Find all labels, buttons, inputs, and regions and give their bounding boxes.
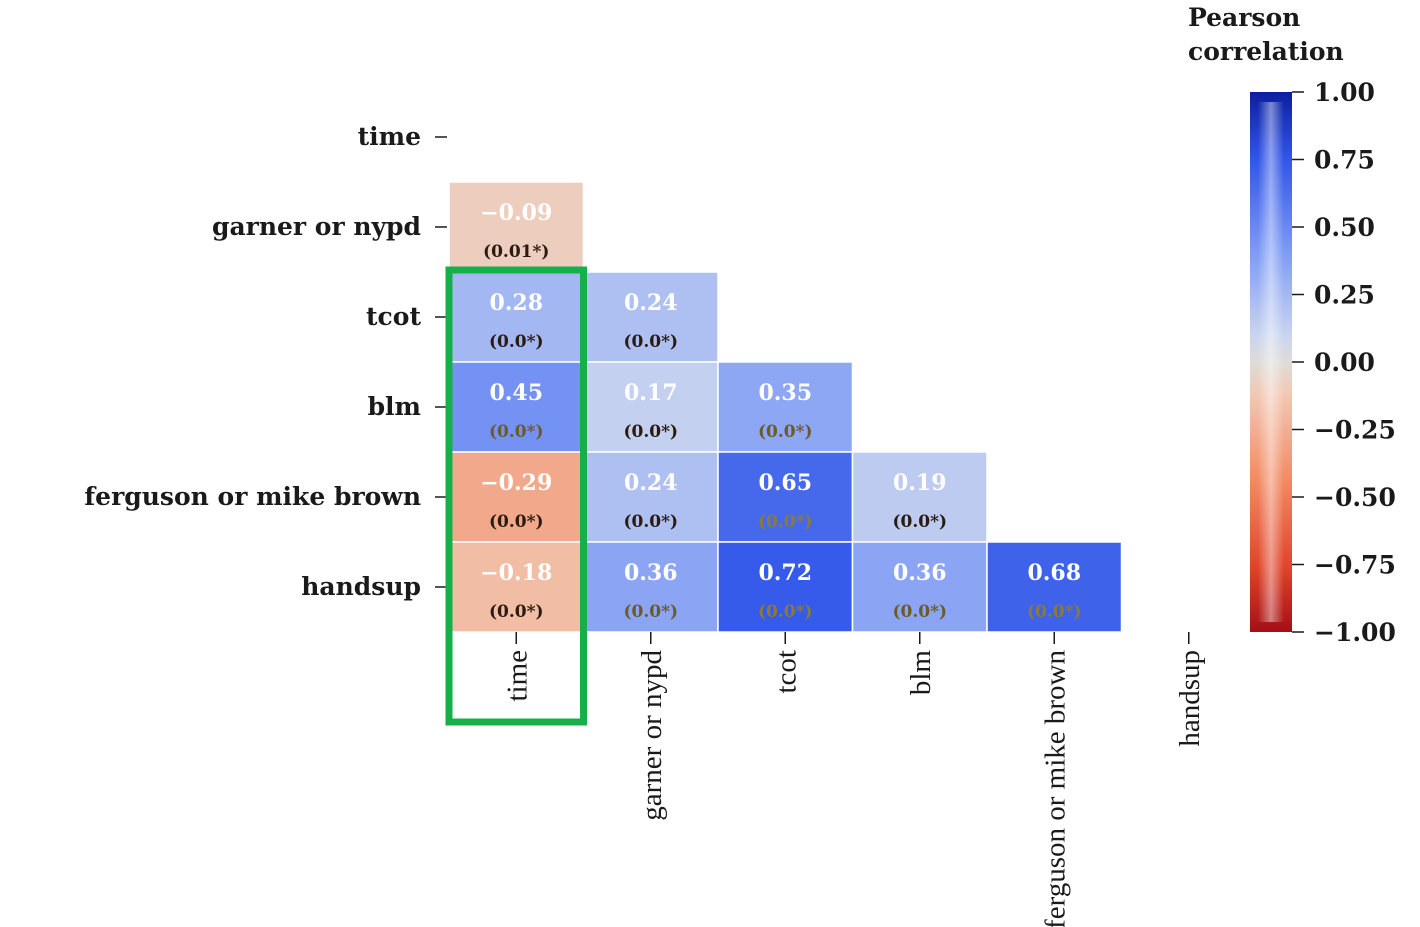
column-labels: time garner or nypd tcot blm ferguson or mik…	[501, 632, 1206, 927]
cell-pvalue-label: (0.0*)	[623, 422, 678, 442]
col-label-ferguson-or-mike-brown: ferguson or mike brown	[1039, 650, 1071, 927]
row-label-handsup: handsup	[301, 572, 421, 601]
heatmap-cell-tcot-time: 0.28 (0.0*)	[448, 271, 585, 363]
colorbar: Pearson correlation 1.00 0.75 0.50 0.25 0.00 −0…	[1188, 3, 1396, 647]
cell-pvalue-label: (0.0*)	[758, 422, 813, 442]
cell-value-label: 0.24	[624, 290, 678, 316]
heatmap-cell-rect	[851, 451, 988, 543]
cell-value-label: 0.24	[624, 470, 678, 496]
heatmap-cell-blm-time: 0.45 (0.0*)	[448, 361, 585, 453]
heatmap-cell-handsup-time: −0.18 (0.0*)	[448, 541, 585, 633]
cell-pvalue-label: (0.0*)	[489, 422, 544, 442]
cell-pvalue-label: (0.0*)	[758, 512, 813, 532]
colorbar-tick-label: 1.00	[1314, 78, 1375, 107]
highlight-box	[445, 266, 587, 726]
colorbar-tick-label: 0.75	[1314, 146, 1375, 175]
col-label-garner-or-nypd: garner or nypd	[636, 650, 668, 821]
heatmap-cell-handsup-blm: 0.36 (0.0*)	[851, 541, 988, 633]
heatmap-cell-rect	[582, 271, 719, 363]
cell-pvalue-label: (0.0*)	[623, 332, 678, 352]
cell-pvalue-label: (0.0*)	[623, 512, 678, 532]
colorbar-tick-label: −0.50	[1314, 483, 1396, 512]
col-label-tcot: tcot	[770, 650, 802, 694]
colorbar-title-line-2: correlation	[1188, 37, 1344, 66]
heatmap-cell-rect	[986, 541, 1123, 633]
cell-pvalue-label: (0.01*)	[483, 242, 549, 262]
cell-value-label: 0.17	[624, 380, 678, 406]
col-label-blm: blm	[905, 650, 937, 696]
cell-value-label: 0.65	[758, 470, 812, 496]
colorbar-tick-label: 0.50	[1314, 213, 1375, 242]
heatmap-cell-handsup-garner-or-nypd: 0.36 (0.0*)	[582, 541, 719, 633]
heatmap-cell-rect	[448, 181, 585, 273]
colorbar-tick-label: −0.75	[1314, 551, 1396, 580]
row-label-time: time	[358, 122, 421, 151]
heatmap-cell-rect	[582, 541, 719, 633]
cell-value-label: 0.36	[893, 560, 947, 586]
cell-value-label: 0.36	[624, 560, 678, 586]
cell-value-label: −0.18	[480, 560, 552, 586]
heatmap-cell-tcot-garner-or-nypd: 0.24 (0.0*)	[582, 271, 719, 363]
colorbar-tick-label: −0.25	[1314, 416, 1396, 445]
heatmap-cell-rect	[448, 361, 585, 453]
cell-pvalue-label: (0.0*)	[489, 332, 544, 352]
heatmap-cell-blm-tcot: 0.35 (0.0*)	[717, 361, 854, 453]
row-label-blm: blm	[368, 392, 421, 421]
heatmap-cell-blm-garner-or-nypd: 0.17 (0.0*)	[582, 361, 719, 453]
heatmap-cell-ferguson-or-mike-brown-blm: 0.19 (0.0*)	[851, 451, 988, 543]
heatmap-cell-rect	[717, 361, 854, 453]
heatmap-cells: −0.09 (0.01*) 0.28 (0.0*) 0.24 (0.0*) 0.45 (0.0…	[448, 181, 1123, 633]
heatmap-cell-rect	[851, 541, 988, 633]
row-label-garner-or-nypd: garner or nypd	[212, 212, 421, 241]
row-label-tcot: tcot	[366, 302, 421, 331]
col-label-handsup: handsup	[1174, 650, 1206, 747]
colorbar-sheen	[1258, 102, 1284, 622]
cell-pvalue-label: (0.0*)	[1027, 602, 1082, 622]
heatmap-cell-ferguson-or-mike-brown-tcot: 0.65 (0.0*)	[717, 451, 854, 543]
colorbar-tick-label: 0.00	[1314, 348, 1375, 377]
heatmap-cell-handsup-tcot: 0.72 (0.0*)	[717, 541, 854, 633]
cell-value-label: 0.28	[489, 290, 543, 316]
heatmap-cell-garner-or-nypd-time: −0.09 (0.01*)	[448, 181, 585, 273]
cell-pvalue-label: (0.0*)	[758, 602, 813, 622]
row-labels: time garner or nypd tcot blm ferguson or mik…	[84, 122, 447, 601]
cell-value-label: −0.09	[480, 200, 552, 226]
colorbar-tick-label: −1.00	[1314, 618, 1396, 647]
row-label-ferguson-or-mike-brown: ferguson or mike brown	[84, 482, 421, 511]
cell-value-label: 0.45	[489, 380, 543, 406]
cell-value-label: −0.29	[480, 470, 552, 496]
heatmap-cell-rect	[448, 271, 585, 363]
cell-value-label: 0.72	[758, 560, 812, 586]
heatmap-cell-ferguson-or-mike-brown-garner-or-nypd: 0.24 (0.0*)	[582, 451, 719, 543]
colorbar-title-line-1: Pearson	[1188, 3, 1300, 32]
cell-pvalue-label: (0.0*)	[623, 602, 678, 622]
colorbar-tick-label: 0.25	[1314, 281, 1375, 310]
highlight-group	[445, 266, 587, 726]
cell-pvalue-label: (0.0*)	[489, 602, 544, 622]
col-label-time: time	[501, 650, 533, 702]
cell-pvalue-label: (0.0*)	[892, 602, 947, 622]
cell-value-label: 0.19	[893, 470, 947, 496]
cell-pvalue-label: (0.0*)	[892, 512, 947, 532]
heatmap-cell-handsup-ferguson-or-mike-brown: 0.68 (0.0*)	[986, 541, 1123, 633]
cell-value-label: 0.35	[758, 380, 812, 406]
heatmap-cell-ferguson-or-mike-brown-time: −0.29 (0.0*)	[448, 451, 585, 543]
cell-value-label: 0.68	[1027, 560, 1081, 586]
cell-pvalue-label: (0.0*)	[489, 512, 544, 532]
